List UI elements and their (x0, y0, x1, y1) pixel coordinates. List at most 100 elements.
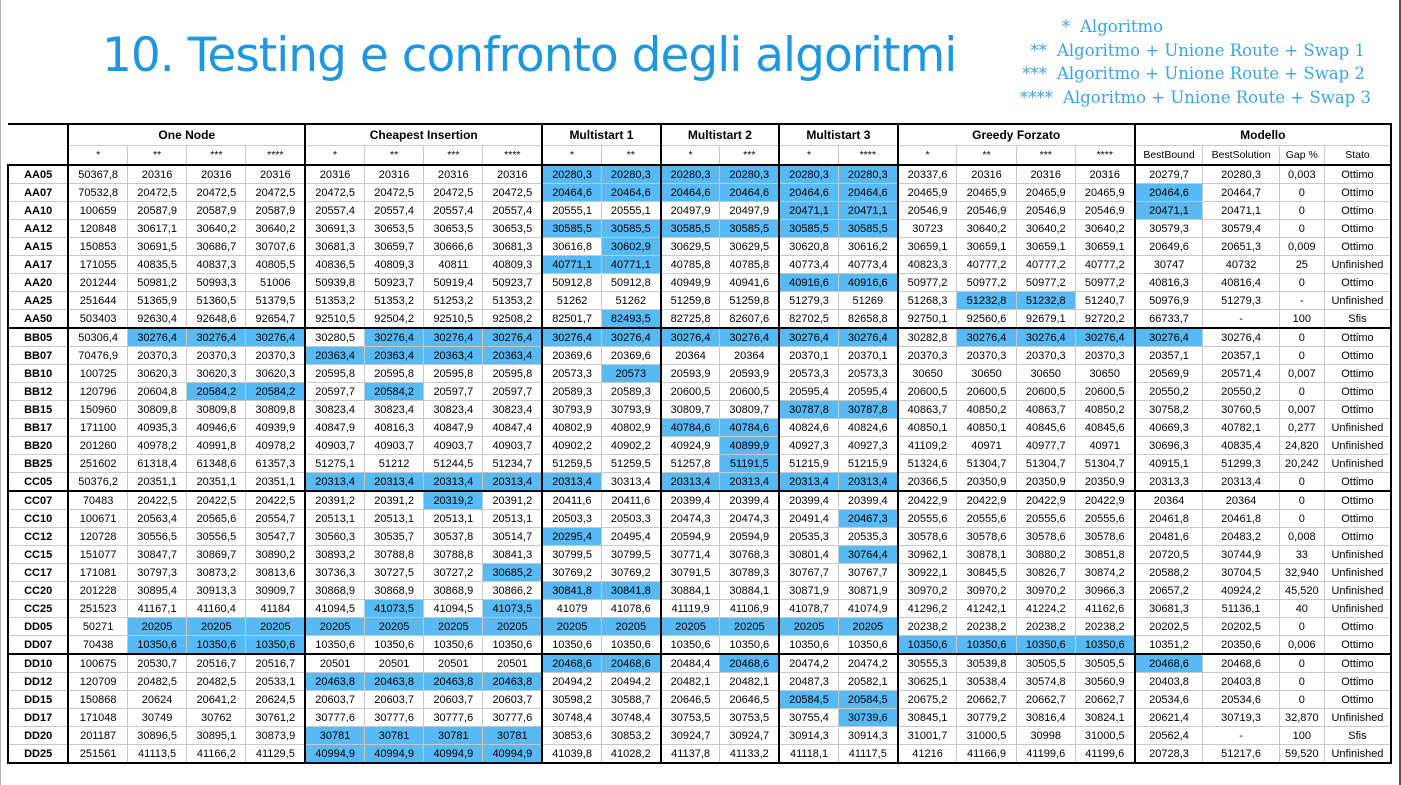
group-header: Modello (1134, 123, 1393, 146)
instance-label: BB12 (6, 382, 70, 401)
instance-label: BB20 (6, 436, 70, 455)
table-cell: 40850,2 (1074, 400, 1136, 419)
table-cell: 20399,4 (837, 490, 899, 510)
table-cell: 20555,6 (1015, 509, 1076, 528)
instance-label: BB07 (6, 346, 70, 365)
table-row: CC10 100671 20563,4 20565,6 20554,7 20513,1 20… (6, 509, 1392, 528)
table-cell: 30793,9 (600, 400, 662, 419)
table-cell: 30767,7 (837, 563, 899, 582)
table-cell: 20364 (1134, 490, 1204, 510)
best-value-cell: 20468,6 (1134, 653, 1204, 673)
table-cell: 20573,3 (837, 364, 899, 383)
table-cell: 151077 (67, 545, 128, 564)
table-cell: 20350,9 (956, 472, 1017, 492)
table-cell: 20589,3 (541, 382, 602, 401)
table-cell: 30625,1 (897, 672, 958, 691)
table-cell: 20595,4 (837, 382, 899, 401)
table-cell: Ottimo (1323, 346, 1392, 365)
legend-mark: *** (1022, 64, 1047, 84)
table-cell: 41167,1 (126, 599, 188, 618)
table-cell: 0 (1278, 327, 1325, 347)
best-value-cell: 20363,4 (423, 346, 484, 365)
table-cell: 51279,3 (1202, 291, 1280, 310)
table-cell: 41242,1 (956, 599, 1017, 618)
table-cell: 30727,5 (363, 563, 425, 582)
instance-label: AA10 (6, 201, 70, 220)
table-cell: 20662,7 (956, 690, 1017, 709)
legend-text: Algoritmo + Unione Route + Swap 2 (1056, 64, 1365, 84)
table-cell: 20357,1 (1202, 346, 1280, 365)
best-value-cell: 20313,4 (719, 472, 781, 492)
table-cell: 41160,4 (186, 599, 247, 618)
best-value-cell: 20463,8 (482, 672, 544, 691)
table-cell: 20370,1 (837, 346, 899, 365)
table-cell: 92750,1 (897, 309, 958, 329)
table-cell: Unfinished (1323, 454, 1392, 473)
table-cell: 30727,2 (423, 563, 484, 582)
best-value-cell: 20464,6 (1134, 183, 1204, 202)
table-cell: 30769,2 (541, 563, 602, 582)
table-cell: 30556,5 (126, 527, 188, 546)
table-cell: 31000,5 (956, 726, 1017, 745)
table-cell: 20494,2 (541, 672, 602, 691)
best-value-cell: 20584,2 (363, 382, 425, 401)
table-cell: 30878,1 (956, 545, 1017, 564)
table-cell: 30547,7 (245, 527, 307, 546)
table-cell: 30620,3 (245, 364, 307, 383)
table-cell: 20370,3 (1074, 346, 1136, 365)
table-cell: 51353,2 (304, 291, 365, 310)
best-value-cell: 20584,5 (837, 690, 899, 709)
table-cell: 20600,5 (1015, 382, 1076, 401)
table-row: CC05 50376,2 20351,1 20351,1 20351,1 20313,4 2… (6, 472, 1392, 492)
best-value-cell: 20313,4 (482, 472, 544, 492)
table-cell: 51244,5 (423, 454, 484, 473)
table-cell: 20587,9 (186, 201, 247, 220)
table-cell: 30761,2 (245, 708, 307, 727)
table-cell: 20316 (186, 164, 247, 184)
column-header: ** (126, 145, 188, 166)
best-value-cell: 40784,6 (719, 418, 781, 437)
best-value-cell: 20280,3 (778, 164, 839, 184)
table-cell: 0,008 (1278, 527, 1325, 546)
table-cell: Unfinished (1323, 599, 1392, 618)
table-cell: 20403,8 (1202, 672, 1280, 691)
best-value-cell: 30276,4 (660, 327, 721, 347)
best-value-cell: 40994,9 (304, 744, 365, 764)
best-value-cell: 30585,5 (837, 219, 899, 238)
table-cell: 30640,2 (245, 219, 307, 238)
table-cell: 40935,3 (126, 418, 188, 437)
group-header: One Node (67, 123, 307, 146)
legend-item: **** Algoritmo + Unione Route + Swap 3 (1020, 86, 1371, 110)
table-cell: 30793,9 (541, 400, 602, 419)
table-cell: 0 (1278, 382, 1325, 401)
table-cell: 0 (1278, 472, 1325, 492)
table-cell: Ottimo (1323, 164, 1392, 184)
table-cell: 40816,3 (1134, 273, 1204, 292)
table-cell: 20484,4 (660, 653, 721, 673)
table-cell: 40902,2 (600, 436, 662, 455)
table-row: CC12 120728 30556,5 30556,5 30547,7 30560,3 30… (6, 527, 1392, 546)
column-header: *** (186, 145, 247, 166)
table-cell: 171081 (67, 563, 128, 582)
table-cell: 30640,2 (1074, 219, 1136, 238)
table-cell: 30777,6 (363, 708, 425, 727)
table-cell: 40847,9 (423, 418, 484, 437)
table-cell: 30753,5 (719, 708, 781, 727)
table-cell: 20465,9 (897, 183, 958, 202)
table-cell: 20238,2 (897, 617, 958, 636)
table-cell: 50923,7 (482, 273, 544, 292)
table-cell: 20530,7 (126, 653, 188, 673)
table-cell: 20595,8 (304, 364, 365, 383)
table-cell: 20600,5 (660, 382, 721, 401)
best-value-cell: 41073,5 (363, 599, 425, 618)
table-cell: 51324,6 (897, 454, 958, 473)
table-cell: 41119,9 (660, 599, 721, 618)
table-cell: 50977,2 (1074, 273, 1136, 292)
best-value-cell: 40899,9 (719, 436, 781, 455)
table-cell: 30779,2 (956, 708, 1017, 727)
table-cell: 50993,3 (186, 273, 247, 292)
table-cell: 51215,9 (778, 454, 839, 473)
table-cell: 30616,2 (837, 237, 899, 256)
table-cell: 40863,7 (1015, 400, 1076, 419)
best-value-cell: 30841,8 (541, 581, 602, 600)
